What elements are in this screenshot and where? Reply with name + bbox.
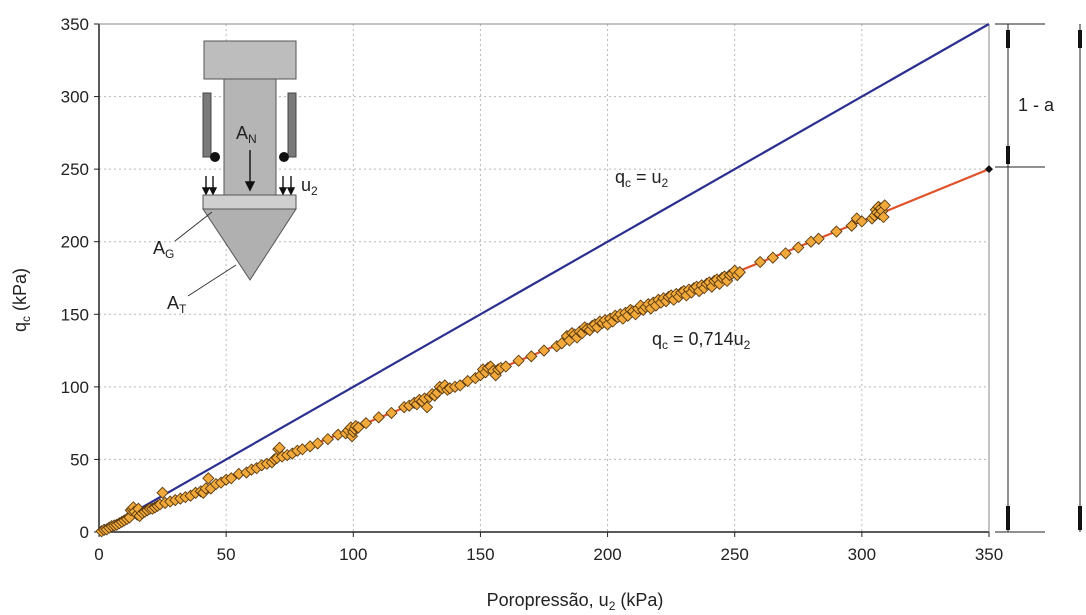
axes <box>98 23 990 533</box>
data-point <box>499 360 512 373</box>
data-point <box>156 486 169 499</box>
x-tick-labels: 0 50 100 150 200 250 300 350 <box>94 545 1003 564</box>
data-point <box>385 406 398 420</box>
x-tick-label: 100 <box>339 545 367 564</box>
data-point <box>830 225 843 238</box>
data-point <box>845 219 858 232</box>
y-tick-label: 150 <box>61 305 89 324</box>
data-point <box>512 354 525 367</box>
data-point <box>311 437 324 450</box>
line-qc-equals-u2 <box>98 23 990 533</box>
bracket-label: 1 - a <box>1018 95 1055 115</box>
label-AT: AT <box>167 293 187 316</box>
left-filter-dot <box>210 152 220 162</box>
data-point <box>420 401 434 414</box>
left-sleeve <box>202 92 212 158</box>
data-point <box>537 344 551 357</box>
y-axis-label: qc (kPa) <box>10 268 33 332</box>
one-minus-a-bracket: 1 - a <box>995 23 1082 533</box>
endpoint-diamond <box>985 165 993 174</box>
x-tick-label: 350 <box>975 545 1003 564</box>
right-filter-dot <box>279 152 289 162</box>
data-point <box>202 472 215 485</box>
x-tick-label: 250 <box>721 545 749 564</box>
data-point <box>754 255 767 269</box>
data-point <box>766 251 779 264</box>
cone-collar <box>202 194 297 210</box>
scatter-points <box>95 199 891 538</box>
data-point <box>792 241 805 254</box>
y-tick-label: 350 <box>61 15 89 34</box>
label-AG: AG <box>153 238 174 261</box>
y-tick-label: 0 <box>80 523 89 542</box>
cone-diagram: AN u2 AG AT <box>153 40 318 316</box>
cone-tip <box>202 208 297 281</box>
y-tick-label: 250 <box>61 160 89 179</box>
pressure-arrows <box>201 150 296 196</box>
data-point <box>779 247 792 260</box>
right-sleeve <box>287 92 297 158</box>
data-point <box>225 472 238 485</box>
cone-top-block <box>203 40 297 80</box>
data-point <box>525 350 538 363</box>
x-tick-label: 300 <box>848 545 876 564</box>
line-label-qc-equals-u2: qc = u2 <box>615 167 669 190</box>
data-point <box>877 210 890 224</box>
x-tick-label: 150 <box>466 545 494 564</box>
label-u2: u2 <box>301 175 318 198</box>
y-tick-label: 100 <box>61 378 89 397</box>
y-tick-label: 200 <box>61 233 89 252</box>
y-tick-label: 50 <box>70 450 89 469</box>
y-tick-label: 300 <box>61 88 89 107</box>
data-point <box>321 432 334 446</box>
data-point <box>359 417 373 430</box>
data-point <box>453 379 467 392</box>
x-axis-label: Poropressão, u2 (kPa) <box>487 590 664 613</box>
data-point <box>733 266 746 279</box>
x-tick-label: 50 <box>217 545 236 564</box>
data-point <box>878 199 891 212</box>
label-AN: AN <box>236 123 257 146</box>
endpoint-marker <box>985 165 993 174</box>
data-point <box>352 421 365 434</box>
y-tick-labels: 0 50 100 150 200 250 300 350 <box>61 15 89 542</box>
x-tick-label: 0 <box>94 545 103 564</box>
data-point <box>372 411 385 424</box>
x-tick-label: 200 <box>593 545 621 564</box>
data-point <box>855 215 868 228</box>
data-point <box>812 232 825 245</box>
grid-lines <box>94 23 990 537</box>
line-label-qc-0714-u2: qc = 0,714u2 <box>652 329 751 352</box>
